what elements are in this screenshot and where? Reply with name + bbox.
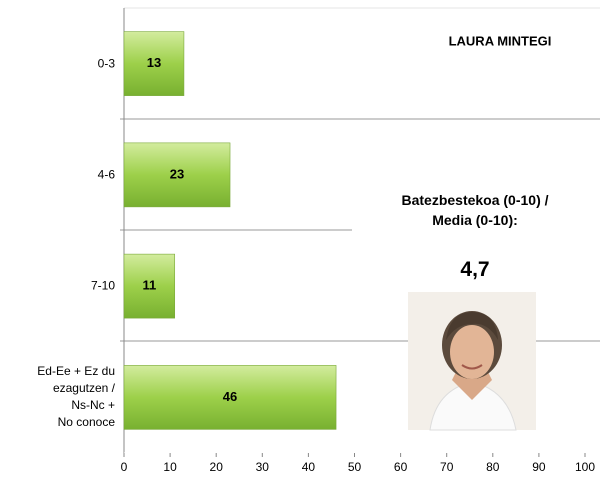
x-tick-label: 60 [394,460,408,474]
x-tick-label: 70 [440,460,454,474]
data-label: 23 [170,166,184,181]
chart-title: LAURA MINTEGI [449,33,552,48]
x-tick-label: 90 [532,460,546,474]
y-tick-label: 4-6 [15,166,115,183]
photo [408,292,536,430]
data-label: 13 [147,55,161,70]
x-tick-label: 50 [348,460,362,474]
y-tick-label: 7-10 [15,278,115,295]
x-tick-label: 10 [163,460,177,474]
x-tick-label: 40 [302,460,316,474]
x-tick-label: 0 [121,460,128,474]
data-label: 46 [223,389,237,404]
data-label: 11 [142,278,156,293]
annotation-value: 4,7 [350,258,600,282]
x-tick-label: 30 [256,460,270,474]
y-tick-label: 0-3 [15,55,115,72]
x-tick-label: 100 [575,460,595,474]
x-tick-label: 80 [486,460,500,474]
annotation: Batezbestekoa (0-10) / Media (0-10): [350,190,600,230]
y-tick-label: Ed-Ee + Ez du ezagutzen / Ns-Nc + No con… [15,363,115,431]
x-tick-label: 20 [210,460,224,474]
chart-container: LAURA MINTEGI 0 10 20 30 40 50 60 70 80 90 100 13 23… [0,0,613,481]
